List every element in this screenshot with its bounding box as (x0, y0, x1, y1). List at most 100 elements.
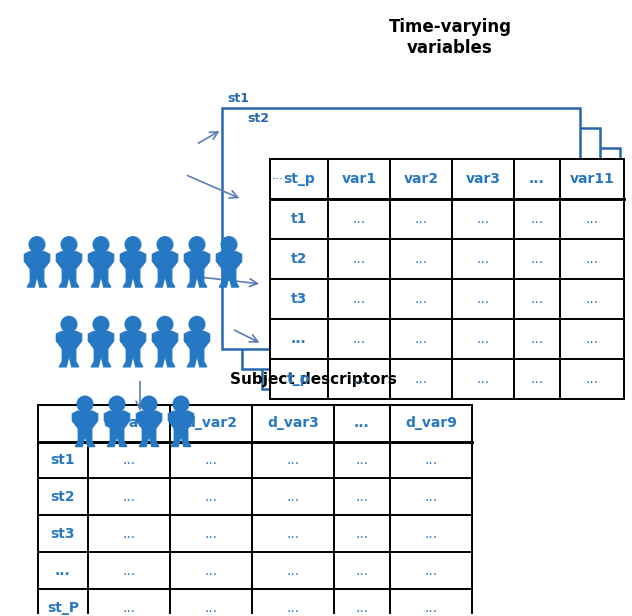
Polygon shape (121, 252, 145, 287)
Text: t3: t3 (291, 292, 307, 306)
Text: t_p: t_p (288, 372, 311, 386)
Polygon shape (25, 252, 49, 287)
Circle shape (125, 317, 141, 332)
Text: ...: ... (123, 601, 135, 615)
Text: ...: ... (353, 252, 365, 266)
Text: ...: ... (355, 527, 368, 541)
Polygon shape (152, 331, 178, 367)
Text: ...: ... (585, 292, 599, 306)
Text: ...: ... (204, 490, 217, 504)
Polygon shape (216, 252, 241, 287)
Circle shape (157, 317, 173, 332)
Polygon shape (152, 252, 178, 287)
Circle shape (93, 317, 109, 332)
Text: var1: var1 (341, 172, 377, 187)
Text: ...: ... (425, 490, 437, 504)
Circle shape (109, 396, 125, 412)
Text: ...: ... (585, 213, 599, 226)
Text: ...: ... (477, 372, 490, 386)
Text: ...: ... (425, 564, 437, 578)
Text: ...: ... (286, 527, 300, 541)
Text: st1: st1 (51, 453, 75, 467)
Circle shape (189, 317, 205, 332)
Text: ...: ... (286, 453, 300, 467)
Text: st2: st2 (51, 490, 75, 504)
Text: ...: ... (415, 372, 428, 386)
Text: d_var9: d_var9 (405, 416, 457, 430)
Text: ...: ... (353, 213, 365, 226)
Text: ...: ... (123, 564, 135, 578)
Text: var11: var11 (569, 172, 614, 187)
Text: st_P: st_P (47, 601, 79, 615)
Text: ...: ... (530, 252, 544, 266)
Text: ...: ... (585, 252, 599, 266)
Text: ...: ... (55, 564, 71, 578)
Polygon shape (168, 411, 193, 447)
Text: ...: ... (354, 416, 370, 430)
Circle shape (157, 237, 173, 253)
Text: ...: ... (425, 453, 437, 467)
Polygon shape (185, 252, 210, 287)
Text: ...: ... (123, 453, 135, 467)
Text: ...: ... (585, 372, 599, 386)
Text: ...: ... (355, 564, 368, 578)
Text: ...: ... (355, 601, 368, 615)
Text: ...: ... (477, 292, 490, 306)
Text: ...: ... (477, 252, 490, 266)
Text: ...: ... (353, 372, 365, 386)
Polygon shape (121, 331, 145, 367)
Bar (262, 147, 620, 389)
Circle shape (77, 396, 93, 412)
Circle shape (141, 396, 157, 412)
Text: ...: ... (477, 332, 490, 346)
Text: d_var2: d_var2 (185, 416, 237, 430)
Text: Time-varying
variables: Time-varying variables (389, 18, 511, 57)
Polygon shape (88, 252, 114, 287)
Circle shape (173, 396, 189, 412)
Text: ...: ... (530, 213, 544, 226)
Text: ...: ... (355, 453, 368, 467)
Text: ...: ... (415, 252, 428, 266)
Text: t2: t2 (291, 252, 307, 266)
Text: ...: ... (425, 601, 437, 615)
Text: ...: ... (530, 372, 544, 386)
Text: Subject descriptors: Subject descriptors (230, 371, 397, 387)
Circle shape (189, 237, 205, 253)
Circle shape (125, 237, 141, 253)
Text: ...: ... (286, 564, 300, 578)
Text: ...: ... (415, 213, 428, 226)
Text: ...: ... (204, 564, 217, 578)
Text: ...: ... (123, 527, 135, 541)
Polygon shape (73, 411, 97, 447)
Polygon shape (88, 331, 114, 367)
Text: ...: ... (204, 453, 217, 467)
Text: ...: ... (353, 292, 365, 306)
Bar (222, 108, 580, 349)
Text: ...: ... (123, 490, 135, 504)
Bar (242, 128, 600, 369)
Text: t1: t1 (291, 213, 307, 226)
Text: st2: st2 (247, 111, 269, 124)
Circle shape (221, 237, 237, 253)
Text: ...: ... (355, 490, 368, 504)
Polygon shape (56, 331, 82, 367)
Polygon shape (56, 252, 82, 287)
Circle shape (29, 237, 45, 253)
Polygon shape (185, 331, 210, 367)
Circle shape (61, 317, 77, 332)
Text: ...: ... (272, 169, 284, 182)
Text: ...: ... (425, 527, 437, 541)
Circle shape (93, 237, 109, 253)
Text: ...: ... (204, 527, 217, 541)
Text: ...: ... (353, 332, 365, 346)
Text: st_p: st_p (283, 172, 315, 187)
Text: ...: ... (530, 332, 544, 346)
Text: d_var1: d_var1 (103, 416, 155, 430)
Text: ...: ... (530, 292, 544, 306)
Text: ...: ... (585, 332, 599, 346)
Text: st1: st1 (227, 92, 249, 105)
Text: ...: ... (529, 172, 545, 187)
Text: ...: ... (286, 601, 300, 615)
Text: ...: ... (286, 490, 300, 504)
Polygon shape (104, 411, 130, 447)
